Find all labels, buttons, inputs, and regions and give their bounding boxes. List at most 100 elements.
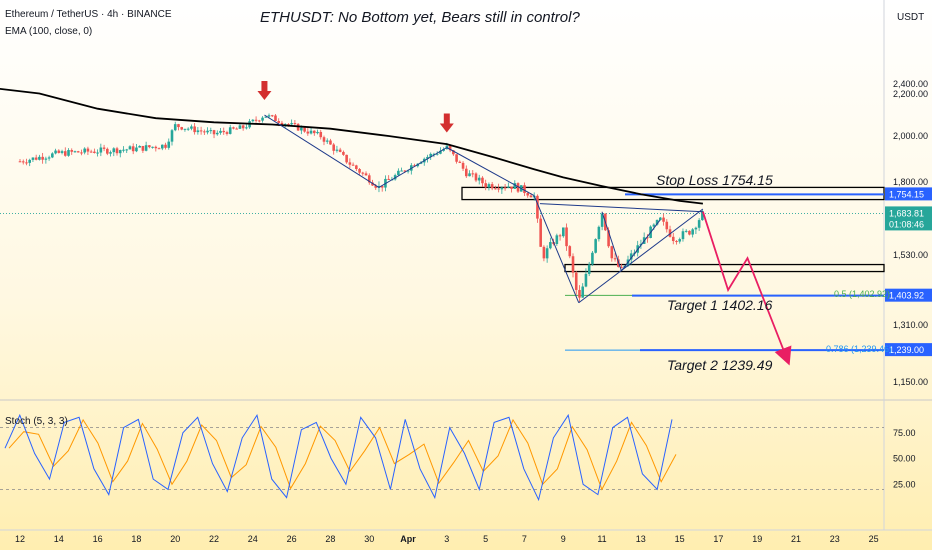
candle-body (245, 127, 248, 129)
price-axis[interactable]: 2,400.002,200.00 2,000.00 1,800.00 1,530.00… (893, 79, 928, 387)
wedge-lower (533, 195, 580, 303)
time-tick-label: 5 (483, 534, 488, 544)
candle-body (63, 151, 67, 156)
candle-body (306, 131, 310, 134)
current-price-tag-text: 1,683.81 (889, 208, 924, 218)
time-tick-label: 23 (830, 534, 840, 544)
candle-body (241, 125, 245, 129)
pattern-leg (601, 211, 622, 272)
target2-label: Target 2 1239.49 (667, 357, 773, 373)
candle-body (364, 173, 368, 176)
candle-body (270, 115, 274, 117)
candle-body (312, 130, 316, 134)
candle-body (183, 128, 187, 130)
candle-body (458, 161, 462, 163)
candle-body (610, 246, 614, 259)
candle-body (565, 227, 568, 247)
candle-body (494, 188, 497, 190)
stoch-label[interactable]: Stoch (5, 3, 3) (5, 416, 68, 427)
candle-body (203, 131, 206, 133)
candle-body (471, 173, 475, 175)
candle-body (99, 147, 103, 153)
candle-body (400, 170, 403, 172)
candle-body (264, 116, 268, 118)
candle-body (387, 178, 390, 180)
candle-body (371, 182, 374, 186)
candle-body (539, 218, 542, 247)
candle-body (607, 230, 610, 247)
candle-body (141, 145, 145, 151)
candle-body (435, 153, 439, 155)
candle-body (196, 130, 200, 133)
candle-body (671, 236, 675, 242)
candle-body (587, 264, 591, 274)
candle-body (616, 259, 620, 267)
symbol-line[interactable]: Ethereum / TetherUS · 4h · BINANCE (5, 9, 172, 20)
time-tick-label: 18 (131, 534, 141, 544)
time-tick-label: 11 (597, 534, 606, 544)
wedge-top (539, 203, 703, 213)
pattern-leg (621, 219, 661, 272)
candle-body (332, 144, 335, 151)
candle-body (571, 256, 575, 273)
currency-label[interactable]: USDT (897, 12, 925, 23)
stoch-tick-label: 75.00 (893, 428, 916, 438)
candle-body (86, 148, 90, 152)
candle-body (697, 220, 701, 228)
candle-body (393, 175, 397, 180)
candle-body (128, 146, 132, 150)
candle-body (448, 145, 452, 151)
candle-body (581, 286, 585, 298)
candle-body (212, 130, 216, 135)
candle-body (568, 246, 572, 257)
fib-05-label: 0.5 (1,402.92) (834, 289, 891, 299)
candle-body (115, 148, 119, 154)
candle-body (57, 150, 61, 153)
candle-body (668, 229, 672, 237)
candle-body (468, 173, 471, 177)
candle-body (484, 183, 487, 188)
candle-body (193, 126, 196, 133)
candle-body (274, 115, 277, 122)
candle-body (80, 152, 83, 154)
candle-body (322, 137, 326, 142)
candle-body (545, 248, 549, 259)
candle-body (474, 173, 478, 181)
current-price-tag (885, 206, 932, 231)
candle-body (287, 123, 290, 125)
stop-loss-label: Stop Loss 1754.15 (656, 172, 773, 188)
time-tick-label: 22 (209, 534, 219, 544)
candle-body (549, 242, 552, 249)
time-tick-label: 26 (287, 534, 297, 544)
candle-body (51, 153, 54, 158)
fib-0786-label: 0.786 (1,239.46) (826, 344, 893, 354)
candle-body (60, 151, 64, 153)
price-tick-label: 2,400.00 (893, 79, 928, 89)
indicator-line[interactable]: EMA (100, close, 0) (5, 26, 93, 37)
candle-body (500, 187, 504, 190)
candle-body (206, 130, 209, 133)
time-tick-label: 16 (93, 534, 103, 544)
candle-body (300, 127, 303, 131)
candle-body (701, 211, 704, 221)
candle-body (112, 148, 116, 153)
candle-body (397, 170, 400, 176)
candle-body (70, 150, 74, 152)
stochastic-panel: 75.00 50.00 25.00 (0, 413, 916, 502)
support-zone (564, 263, 885, 273)
zigzag-leg (378, 147, 448, 188)
candle-body (662, 217, 665, 222)
candle-body (432, 153, 436, 155)
stoch-tick-label: 50.00 (893, 454, 916, 464)
candle-body (83, 148, 86, 153)
candle-body (487, 184, 491, 188)
candle-body (555, 235, 559, 244)
stoch-d-line (8, 418, 677, 491)
candle-body (574, 272, 578, 290)
zigzag-leg (446, 147, 535, 196)
time-axis[interactable]: 12 14 16 18 20 22 24 26 28 30 Apr 3 5 7 9 11 13 15 17 19 21 2… (15, 534, 879, 544)
